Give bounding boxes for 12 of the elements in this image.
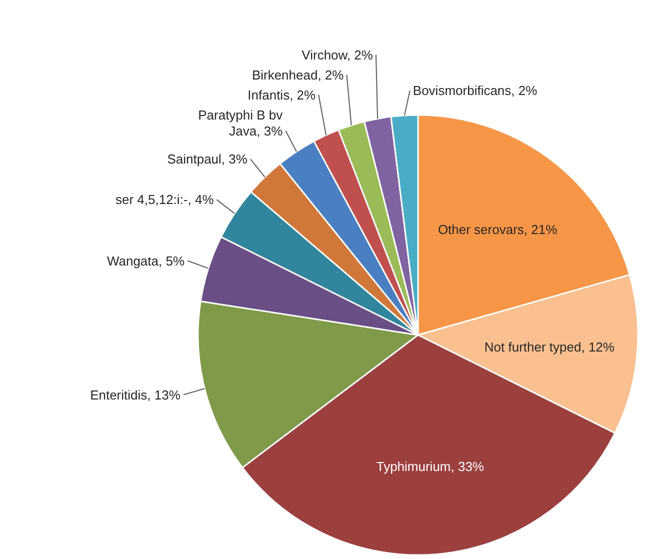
slice-label: ser 4,5,12:i:-, 4%	[115, 192, 214, 208]
slice-label: Enteritidis, 13%	[90, 387, 181, 402]
slice-label: Not further typed, 12%	[484, 340, 615, 355]
slice-label: Other serovars, 21%	[438, 222, 558, 238]
slice-label: Saintpaul, 3%	[167, 152, 248, 167]
slice-label: Virchow, 2%	[302, 47, 374, 62]
slice-label: Paratyphi B bv Java, 3%	[198, 107, 284, 138]
slice-label: Infantis, 2%	[248, 87, 316, 102]
slice-label: Bovismorbificans, 2%	[412, 83, 538, 98]
slice-label: Birkenhead, 2%	[252, 67, 344, 82]
slice-label: Typhimurium, 33%	[376, 458, 484, 474]
slice-label: Wangata, 5%	[106, 253, 185, 268]
